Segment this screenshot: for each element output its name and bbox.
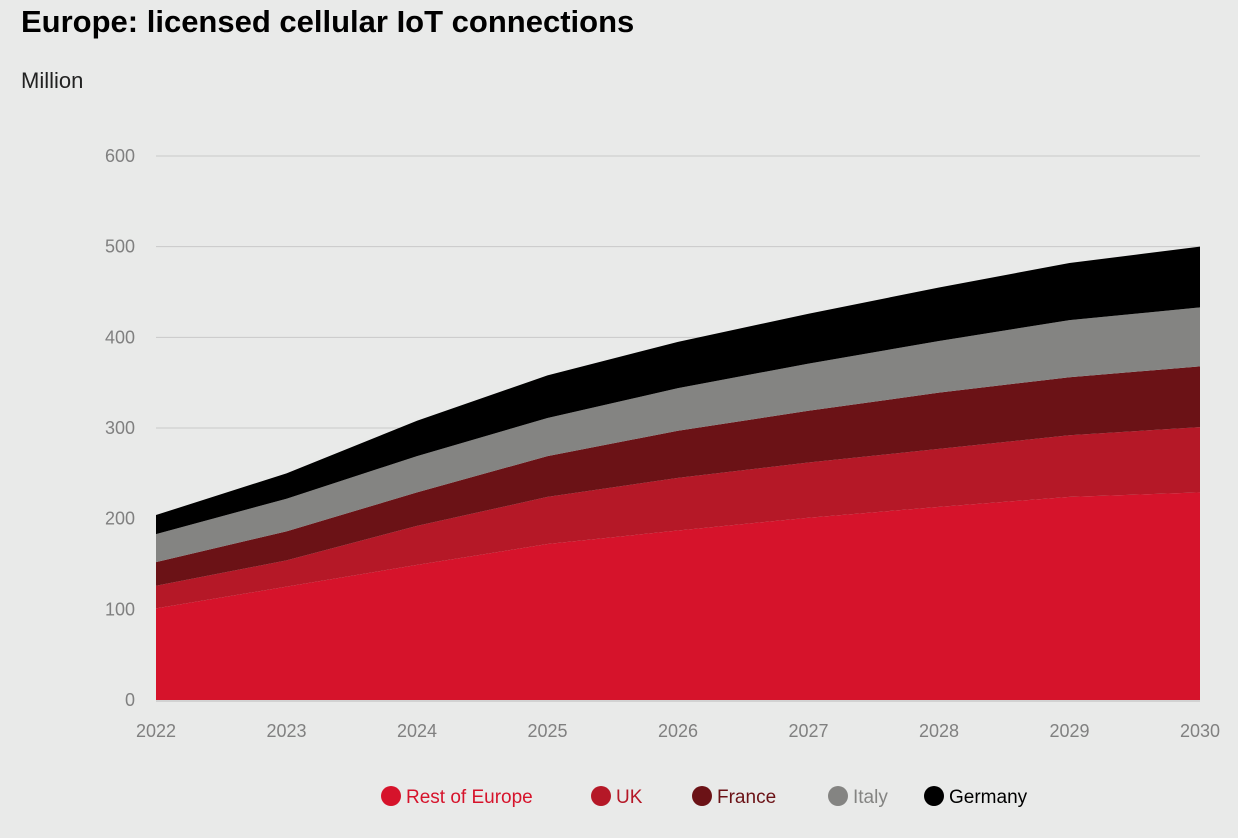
area-rest-of-europe [156, 492, 1200, 700]
y-tick-label: 400 [105, 327, 135, 347]
x-tick-label: 2027 [788, 721, 828, 741]
area-uk [156, 427, 1200, 609]
area-france [156, 366, 1200, 586]
x-tick-label: 2022 [136, 721, 176, 741]
y-axis-unit-label: Million [21, 68, 84, 93]
legend-swatch-germany [924, 786, 944, 806]
legend-label-italy: Italy [853, 787, 888, 808]
legend-label-germany: Germany [949, 787, 1028, 808]
legend-swatch-rest-of-europe [381, 786, 401, 806]
x-tick-label: 2024 [397, 721, 437, 741]
y-tick-label: 100 [105, 599, 135, 619]
area-germany [156, 246, 1200, 535]
x-tick-label: 2023 [266, 721, 306, 741]
legend-swatch-uk [591, 786, 611, 806]
x-tick-label: 2028 [919, 721, 959, 741]
legend-label-rest-of-europe: Rest of Europe [406, 787, 533, 808]
area-italy [156, 307, 1200, 563]
legend-swatch-france [692, 786, 712, 806]
y-tick-label: 500 [105, 237, 135, 257]
legend-swatch-italy [828, 786, 848, 806]
y-tick-label: 300 [105, 418, 135, 438]
x-tick-label: 2030 [1180, 721, 1220, 741]
y-tick-label: 200 [105, 509, 135, 529]
x-tick-label: 2025 [527, 721, 567, 741]
y-tick-label: 600 [105, 146, 135, 166]
legend-label-france: France [717, 787, 776, 808]
x-tick-label: 2029 [1049, 721, 1089, 741]
y-tick-label: 0 [125, 690, 135, 710]
chart-title: Europe: licensed cellular IoT connection… [21, 4, 635, 39]
x-tick-label: 2026 [658, 721, 698, 741]
legend-label-uk: UK [616, 787, 643, 808]
